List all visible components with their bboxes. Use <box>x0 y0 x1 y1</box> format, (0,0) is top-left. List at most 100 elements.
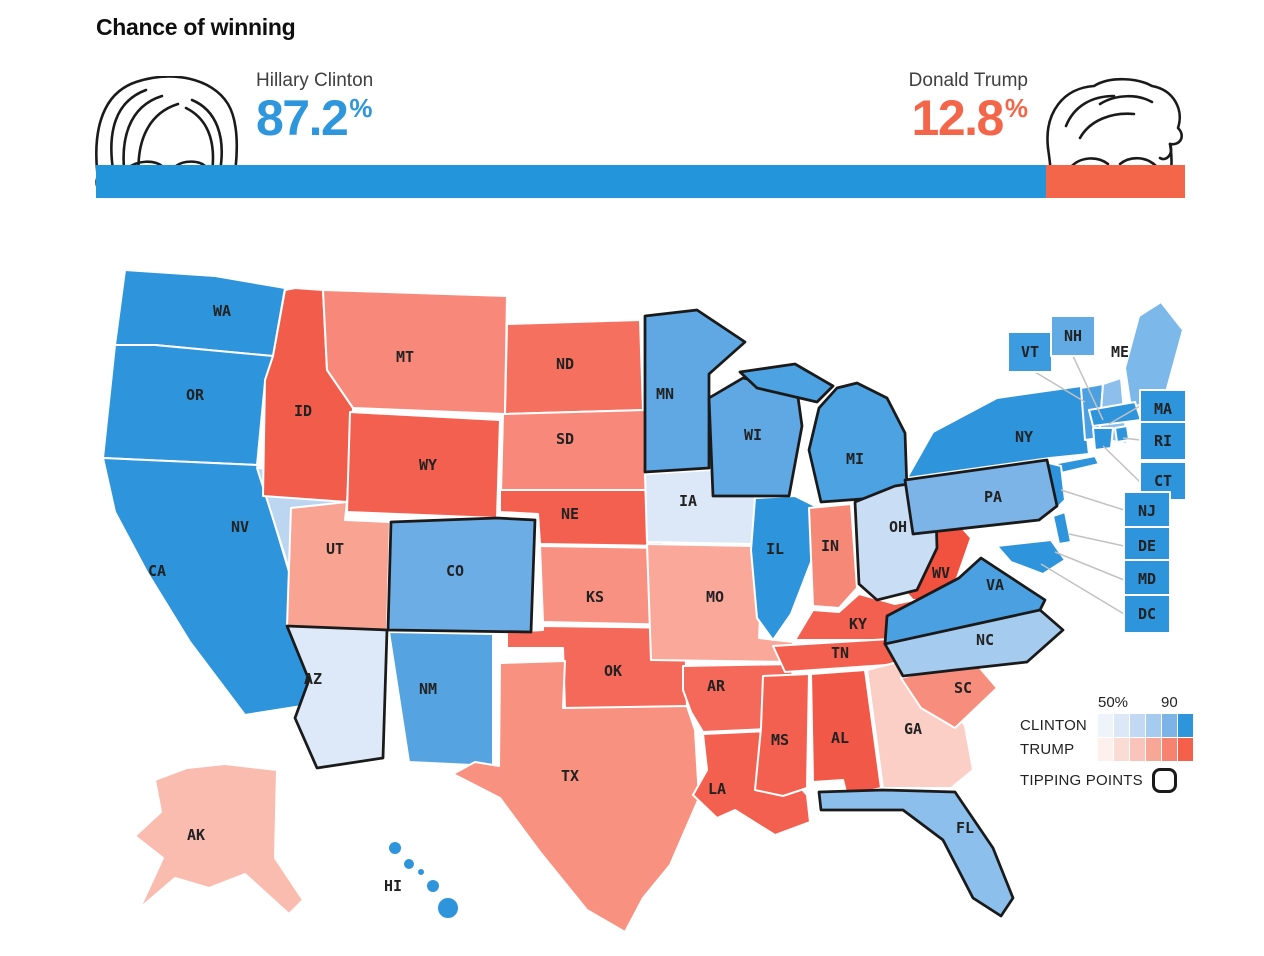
state-label-IA: IA <box>679 492 697 510</box>
state-RI[interactable] <box>1114 425 1130 443</box>
us-map: WA OR CA NV ID MT WY UT CO AZ NM ND SD N… <box>102 269 1187 933</box>
legend-swatch <box>1114 713 1129 737</box>
state-PA[interactable] <box>903 458 1059 536</box>
small-state-boxes-layer <box>1007 315 1187 634</box>
tipping-states-layer <box>285 308 1065 918</box>
legend-swatch <box>1130 737 1145 761</box>
legend-swatch <box>1178 737 1193 761</box>
state-label-AK: AK <box>187 826 205 844</box>
state-DE[interactable] <box>1052 511 1072 545</box>
clinton-name: Hillary Clinton <box>256 70 374 91</box>
state-label-WA: WA <box>213 302 231 320</box>
state-label-HI: HI <box>384 877 402 895</box>
legend-swatch <box>1178 713 1193 737</box>
box-label-DE: DE <box>1138 537 1156 555</box>
trump-forecast: Donald Trump 12.8% <box>909 70 1028 143</box>
state-IN[interactable] <box>808 503 858 609</box>
box-label-MA: MA <box>1154 400 1172 418</box>
state-label-IL: IL <box>766 540 784 558</box>
legend-tick-50: 50% <box>1098 694 1129 711</box>
state-FL[interactable] <box>817 788 1015 918</box>
state-label-NY: NY <box>1015 428 1033 446</box>
state-HI[interactable] <box>387 840 460 920</box>
state-label-AR: AR <box>707 677 726 695</box>
map-legend: 50% 90 CLINTON TRUMP TIPPING POINTS <box>1020 694 1196 793</box>
state-MN[interactable] <box>643 308 747 474</box>
state-label-MI: MI <box>846 450 864 468</box>
state-CT[interactable] <box>1092 427 1114 451</box>
box-label-VT: VT <box>1021 343 1039 361</box>
state-TX[interactable] <box>452 660 700 933</box>
leader-line-NJ <box>1060 489 1125 511</box>
state-IL[interactable] <box>750 495 816 641</box>
state-CO[interactable] <box>386 516 537 634</box>
box-label-NJ: NJ <box>1138 502 1156 520</box>
box-label-DC: DC <box>1138 605 1156 623</box>
state-MD[interactable] <box>996 539 1066 575</box>
legend-row-clinton: CLINTON <box>1020 713 1196 737</box>
state-label-MO: MO <box>706 588 724 606</box>
state-label-VA: VA <box>986 576 1004 594</box>
legend-swatch <box>1146 737 1161 761</box>
state-WI[interactable] <box>707 376 804 498</box>
state-MI-upper[interactable] <box>738 362 835 404</box>
clinton-forecast: Hillary Clinton 87.2% <box>256 70 373 143</box>
percent-sign: % <box>349 93 373 123</box>
state-label-ND: ND <box>556 355 574 373</box>
tipping-point-outline-icon <box>1151 768 1177 793</box>
state-label-PA: PA <box>984 488 1002 506</box>
box-VT[interactable] <box>1007 331 1053 373</box>
state-MS[interactable] <box>754 673 810 797</box>
state-MT[interactable] <box>322 289 508 415</box>
box-label-CT: CT <box>1154 472 1172 490</box>
box-NH[interactable] <box>1050 315 1096 357</box>
box-label-RI: RI <box>1154 432 1172 450</box>
legend-tick-90: 90 <box>1161 694 1178 711</box>
state-label-TX: TX <box>561 767 579 785</box>
box-label-MD: MD <box>1138 570 1156 588</box>
state-label-LA: LA <box>708 780 726 798</box>
legend-tipping-points: TIPPING POINTS <box>1020 768 1196 793</box>
state-label-AL: AL <box>831 729 849 747</box>
state-NY[interactable] <box>906 385 1090 479</box>
state-SD[interactable] <box>500 409 648 493</box>
legend-swatch <box>1146 713 1161 737</box>
state-label-ME: ME <box>1111 343 1129 361</box>
state-label-CO: CO <box>446 562 464 580</box>
legend-row-clinton-swatches <box>1098 713 1193 737</box>
state-OR[interactable] <box>102 344 274 466</box>
bar-trump <box>1045 165 1185 198</box>
state-label-OH: OH <box>889 518 907 536</box>
box-label-NH: NH <box>1064 327 1082 345</box>
state-AZ[interactable] <box>285 624 389 770</box>
state-label-UT: UT <box>326 540 344 558</box>
state-AK[interactable] <box>134 763 304 915</box>
state-label-KY: KY <box>849 615 867 633</box>
box-DC[interactable] <box>1123 594 1171 634</box>
leader-line-MA <box>1108 405 1141 425</box>
legend-swatch <box>1098 713 1113 737</box>
win-probability-bar <box>96 165 1185 198</box>
legend-clinton-label: CLINTON <box>1020 716 1087 734</box>
state-NC[interactable] <box>883 608 1065 678</box>
leader-line-DE <box>1068 533 1125 547</box>
state-MI[interactable] <box>807 381 909 504</box>
bar-clinton <box>96 165 1046 198</box>
box-NJ[interactable] <box>1123 491 1171 531</box>
state-label-WY: WY <box>419 456 437 474</box>
percent-sign: % <box>1004 93 1028 123</box>
clinton-win-probability: 87.2% <box>256 90 373 146</box>
state-UT[interactable] <box>286 501 391 631</box>
legend-swatch <box>1162 713 1177 737</box>
state-label-MS: MS <box>771 731 789 749</box>
state-label-NV: NV <box>231 518 249 536</box>
state-label-KS: KS <box>586 588 604 606</box>
state-NM[interactable] <box>388 631 494 767</box>
state-label-GA: GA <box>904 720 922 738</box>
state-label-NM: NM <box>419 680 437 698</box>
state-WA[interactable] <box>114 269 286 357</box>
box-RI[interactable] <box>1139 421 1187 461</box>
state-label-NE: NE <box>561 505 579 523</box>
leader-line-DC <box>1040 563 1125 615</box>
state-label-SD: SD <box>556 430 574 448</box>
